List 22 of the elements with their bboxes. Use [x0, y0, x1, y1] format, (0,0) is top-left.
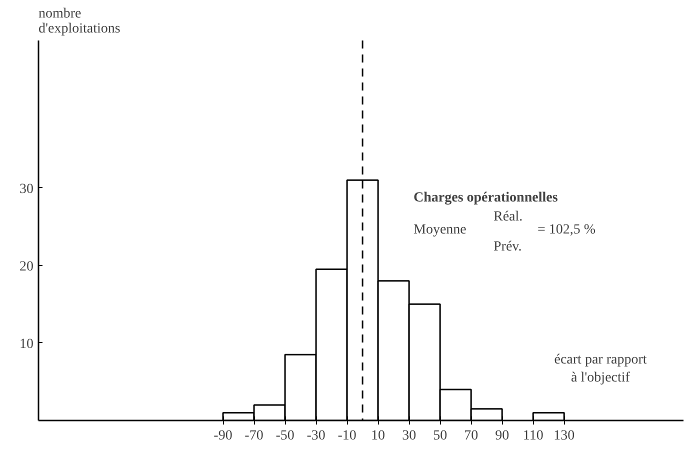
- x-tick-label: 130: [554, 428, 575, 444]
- annotation: Prév.: [494, 240, 522, 254]
- x-tick-label: 30: [402, 428, 416, 444]
- y-axis-title: nombre d'exploitations: [38, 6, 120, 36]
- x-tick-label: 50: [433, 428, 448, 444]
- x-tick-label: 70: [464, 428, 478, 444]
- y-tick-label: 20: [20, 259, 34, 274]
- x-tick-label: -10: [338, 428, 356, 444]
- x-tick-label: -30: [306, 428, 326, 444]
- x-tick-label: -50: [276, 428, 294, 444]
- y-tick-label: 10: [20, 336, 34, 352]
- x-axis-title: écart par rapport à l'objectif: [554, 352, 647, 386]
- x-tick-label: 90: [495, 428, 510, 444]
- x-tick-label: 10: [371, 428, 386, 444]
- text: Charges opérationnelles: [414, 190, 558, 206]
- x-tick-label: 110: [522, 428, 544, 444]
- annotation: Réal.: [494, 210, 523, 224]
- x-tick-label: -70: [244, 428, 264, 444]
- annotation: Moyenne: [414, 222, 466, 238]
- x-tick-label: -90: [214, 428, 232, 444]
- y-tick-label: 30: [20, 182, 34, 197]
- annotation: = 102,5 %: [538, 222, 596, 238]
